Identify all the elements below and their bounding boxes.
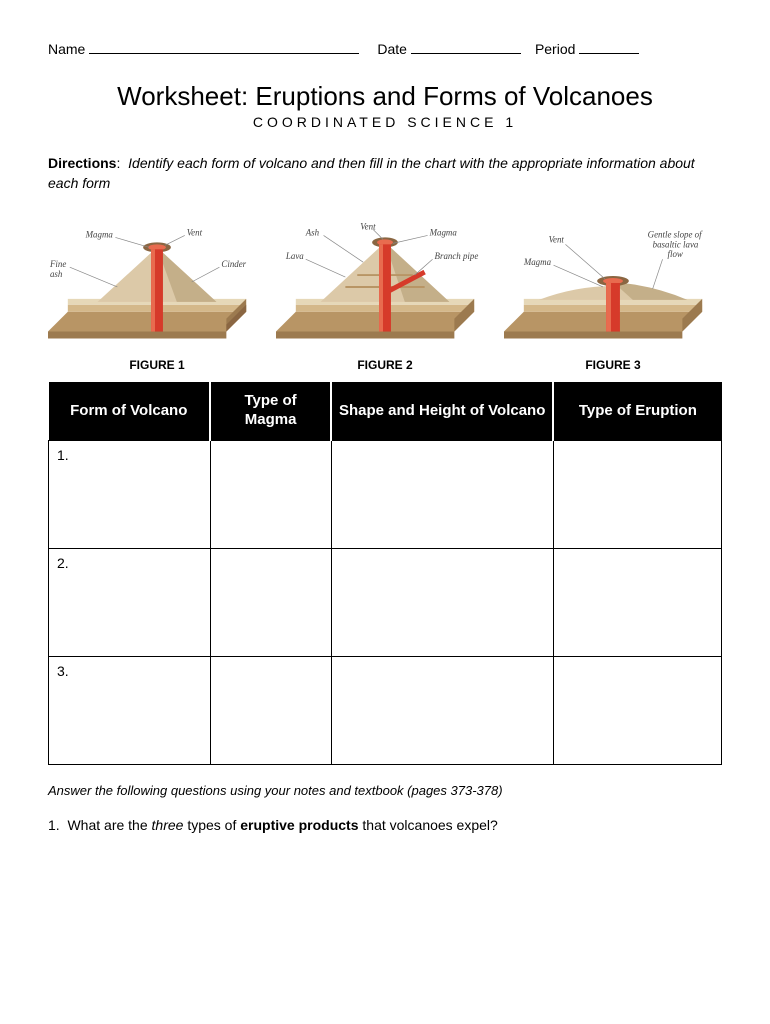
volcano-chart-table: Form of Volcano Type of Magma Shape and … — [48, 382, 722, 765]
label-magma2: Magma — [429, 228, 458, 238]
magma-highlight — [151, 249, 155, 331]
cell-3-eruption[interactable] — [553, 656, 721, 764]
table-row: 2. — [49, 548, 722, 656]
worksheet-title: Worksheet: Eruptions and Forms of Volcan… — [48, 81, 722, 112]
label-fineash: Fineash — [49, 259, 66, 279]
directions-text: Directions: Identify each form of volcan… — [48, 154, 722, 193]
strata-block — [48, 299, 246, 339]
worksheet-subtitle: COORDINATED SCIENCE 1 — [48, 114, 722, 130]
figures-row: Magma Vent Fineash Cinder FIGURE 1 — [48, 217, 722, 372]
strata-block — [504, 299, 702, 339]
label-ash: Ash — [305, 228, 320, 238]
figure-3-caption: FIGURE 3 — [504, 358, 722, 372]
strata-block — [276, 299, 474, 339]
directions-body: Identify each form of volcano and then f… — [48, 155, 695, 191]
th-magma: Type of Magma — [210, 382, 331, 440]
cell-2-shape[interactable] — [331, 548, 553, 656]
cell-2-magma[interactable] — [210, 548, 331, 656]
cell-3-magma[interactable] — [210, 656, 331, 764]
date-label: Date — [377, 41, 407, 57]
label-vent: Vent — [187, 228, 203, 238]
figure-3: Vent Magma Gentle slope ofbasaltic lavaf… — [504, 217, 722, 372]
label-gentle: Gentle slope ofbasaltic lavaflow — [648, 230, 703, 260]
th-form: Form of Volcano — [49, 382, 211, 440]
label-vent3: Vent — [549, 235, 565, 245]
q1-strong: eruptive products — [240, 817, 358, 833]
q1-mid: types of — [183, 817, 240, 833]
label-branch: Branch pipe — [435, 251, 479, 261]
figure-2-caption: FIGURE 2 — [276, 358, 494, 372]
date-blank[interactable] — [411, 40, 521, 54]
cell-1-shape[interactable] — [331, 440, 553, 548]
q1-pre: What are the — [67, 817, 151, 833]
label-magma: Magma — [85, 230, 114, 240]
cell-2-eruption[interactable] — [553, 548, 721, 656]
cell-2-form[interactable]: 2. — [49, 548, 211, 656]
table-row: 3. — [49, 656, 722, 764]
q1-num: 1. — [48, 817, 60, 833]
cell-1-magma[interactable] — [210, 440, 331, 548]
q1-post: that volcanoes expel? — [359, 817, 498, 833]
label-cinder: Cinder — [221, 259, 246, 269]
q1-em: three — [152, 817, 184, 833]
th-shape: Shape and Height of Volcano — [331, 382, 553, 440]
table-row: 1. — [49, 440, 722, 548]
cell-3-form[interactable]: 3. — [49, 656, 211, 764]
directions-label: Directions — [48, 155, 116, 171]
name-label: Name — [48, 41, 85, 57]
name-blank[interactable] — [89, 40, 359, 54]
cell-1-form[interactable]: 1. — [49, 440, 211, 548]
figure-1: Magma Vent Fineash Cinder FIGURE 1 — [48, 217, 266, 372]
period-blank[interactable] — [579, 40, 639, 54]
cell-1-eruption[interactable] — [553, 440, 721, 548]
footer-note: Answer the following questions using you… — [48, 783, 722, 798]
period-label: Period — [535, 41, 575, 57]
figure-2: Ash Vent Magma Lava Branch pipe FIGURE 2 — [276, 217, 494, 372]
header-blanks: Name Date Period — [48, 40, 722, 57]
th-eruption: Type of Eruption — [553, 382, 721, 440]
cell-3-shape[interactable] — [331, 656, 553, 764]
label-lava: Lava — [285, 251, 304, 261]
figure-1-caption: FIGURE 1 — [48, 358, 266, 372]
label-magma3: Magma — [523, 257, 552, 267]
question-1: 1. What are the three types of eruptive … — [48, 816, 722, 836]
